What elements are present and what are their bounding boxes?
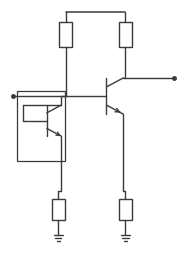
FancyBboxPatch shape (119, 22, 132, 47)
FancyBboxPatch shape (119, 199, 132, 220)
FancyBboxPatch shape (51, 199, 65, 220)
FancyBboxPatch shape (59, 22, 72, 47)
